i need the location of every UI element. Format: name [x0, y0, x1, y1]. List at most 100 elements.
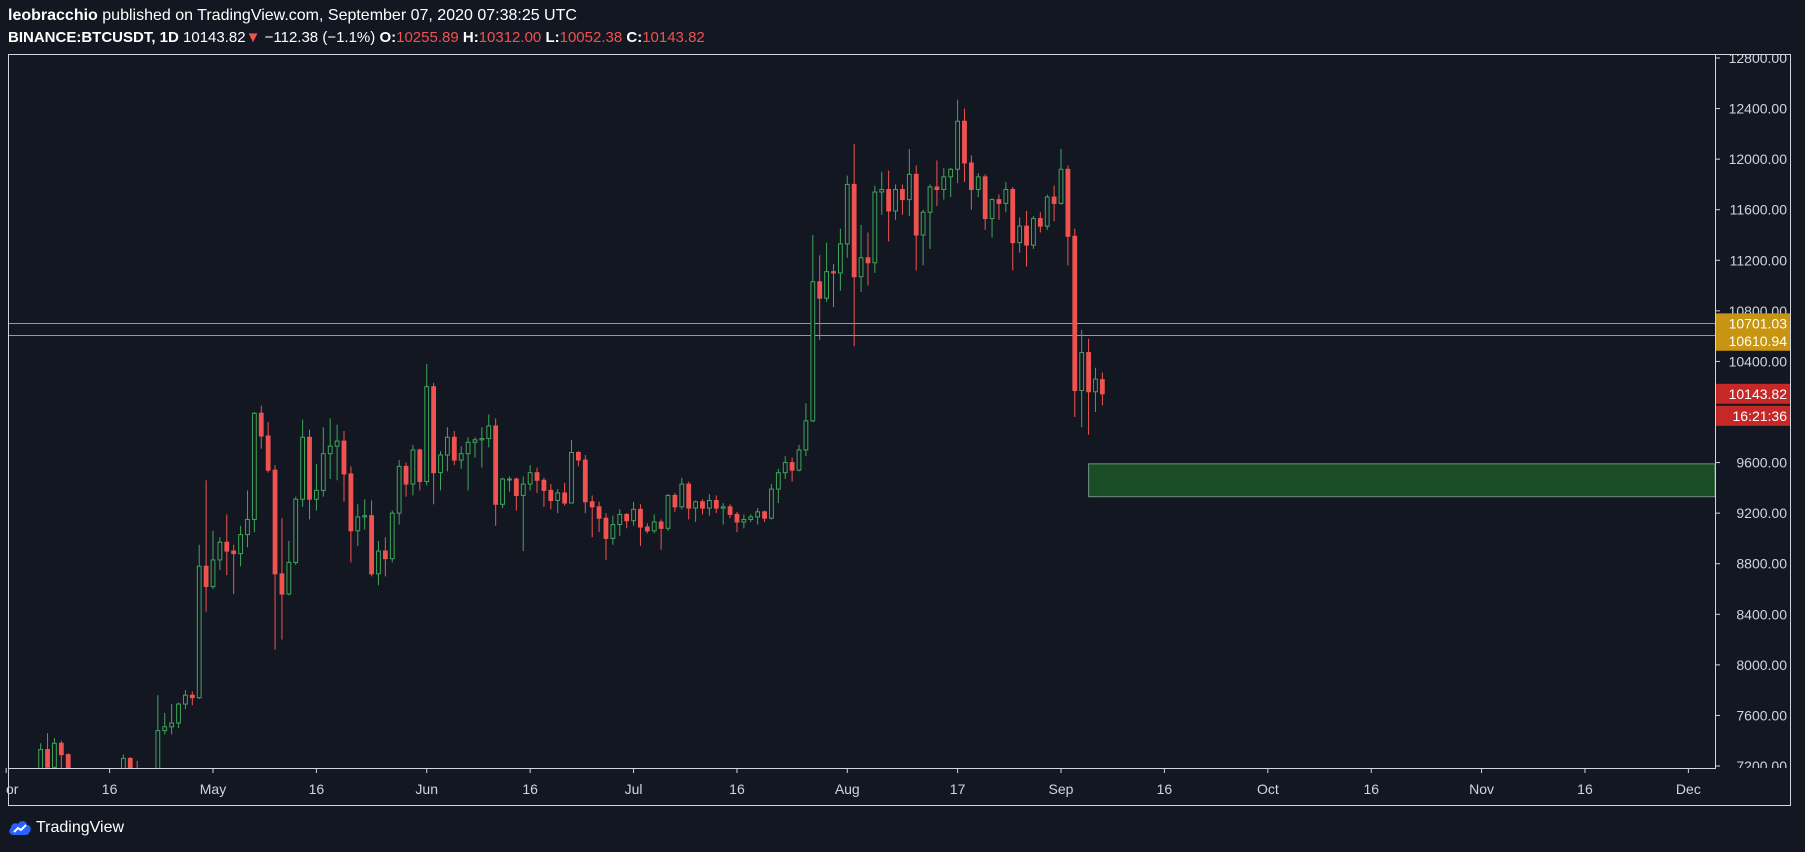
candle-down: [341, 430, 347, 502]
candle-down: [900, 184, 905, 215]
last-price-tag: 10143.82: [1716, 383, 1790, 404]
candle-down: [672, 492, 678, 512]
last-price-tag-bg: [1716, 383, 1790, 404]
time-tick-label: 17: [950, 781, 966, 797]
time-tick-label: 16: [729, 781, 745, 797]
candle-body: [837, 243, 843, 274]
candle-down: [913, 165, 919, 271]
candle-body: [810, 281, 816, 422]
candle-body: [831, 271, 836, 274]
candle-up: [169, 704, 175, 735]
candle-up: [1058, 149, 1064, 205]
candle-body: [948, 168, 954, 178]
brand-name: TradingView: [36, 819, 125, 836]
candle-up: [906, 149, 912, 217]
candle-body: [451, 436, 457, 461]
candle-body: [989, 199, 995, 220]
candle-body: [251, 412, 257, 520]
candle-up: [810, 235, 816, 423]
price-tick-label: 9200.00: [1736, 505, 1787, 521]
candle-body: [879, 188, 885, 193]
candle-up: [782, 456, 788, 480]
candle-body: [582, 459, 588, 503]
candle-down: [817, 255, 823, 340]
time-axis[interactable]: or 16 May 16 Jun 16 Jul 16 Aug 17 Sep 16 Oct 16 Nov 16 D…: [5, 768, 1701, 797]
candle-up: [507, 476, 512, 492]
tradingview-logo[interactable]: TradingView: [8, 816, 124, 840]
time-tick-label: 16: [1363, 781, 1379, 797]
candle-down: [727, 504, 733, 519]
author-name[interactable]: leobracchio: [8, 7, 98, 24]
publish-info: leobracchio published on TradingView.com…: [8, 6, 1798, 26]
low-label: L:: [545, 29, 560, 46]
candle-body: [258, 412, 264, 437]
candle-body: [886, 188, 892, 212]
candle-up: [555, 489, 561, 514]
candle-up: [651, 514, 657, 534]
candle-body: [176, 703, 181, 724]
candle-body: [610, 524, 616, 539]
candle-body: [734, 513, 740, 523]
candle-down: [369, 500, 374, 577]
candle-up: [1079, 329, 1085, 428]
candle-down: [1099, 372, 1105, 406]
candle-body: [748, 516, 754, 520]
close-value: 10143.82: [642, 29, 705, 46]
candle-body: [500, 478, 505, 505]
candle-up: [1031, 216, 1036, 249]
candle-body: [686, 483, 692, 509]
candle-up: [893, 184, 898, 220]
candle-down: [996, 194, 1002, 220]
candle-body: [149, 775, 153, 809]
candle-body: [120, 757, 126, 768]
candle-up: [796, 444, 802, 472]
candle-down: [1024, 210, 1029, 267]
symbol-interval[interactable]: BINANCE:BTCUSDT, 1D: [8, 29, 179, 46]
candle-body: [555, 492, 561, 501]
price-axis[interactable]: 12800.00 12400.00 12000.00 11600.00 11200.00…: [1715, 50, 1787, 774]
candle-up: [334, 424, 340, 481]
price-tick-label: 12000.00: [1729, 151, 1788, 167]
price-tick-label: 7600.00: [1736, 707, 1787, 723]
candle-down: [58, 740, 64, 768]
candle-body: [962, 120, 967, 164]
candle-body: [320, 453, 326, 491]
candle-down: [45, 733, 50, 768]
candle-down: [582, 454, 588, 514]
candle-body: [851, 183, 857, 278]
candle-body: [279, 573, 285, 595]
candle-body: [941, 176, 947, 190]
candle-body: [424, 386, 430, 483]
candle-up: [445, 427, 450, 472]
candle-down: [1010, 186, 1016, 271]
candle-up: [955, 99, 960, 184]
candle-down: [513, 477, 519, 511]
candle-body: [858, 257, 864, 278]
candle-up: [210, 530, 216, 589]
candle-body: [589, 501, 595, 508]
candle-down: [203, 480, 209, 612]
candle-up: [872, 185, 878, 273]
candle-up: [465, 437, 471, 491]
candle-down: [348, 466, 354, 563]
candle-body: [431, 386, 437, 474]
level-tag: 10701.03: [1716, 313, 1790, 334]
candle-up: [155, 695, 161, 768]
candle-down: [658, 519, 664, 550]
candle-down: [224, 514, 230, 576]
candle-up: [38, 743, 44, 768]
candle-body: [975, 176, 981, 190]
time-tick-label: 16: [522, 781, 538, 797]
candle-body: [1072, 235, 1078, 392]
candle-down: [1086, 338, 1091, 435]
candle-body: [155, 730, 161, 768]
candle-down: [886, 170, 892, 242]
candle-body: [872, 191, 878, 264]
candle-body: [1079, 352, 1085, 392]
candle-up: [679, 477, 685, 510]
candle-body: [507, 478, 512, 481]
candle-body: [913, 173, 919, 236]
candle-body: [438, 454, 443, 474]
candle-body: [286, 561, 292, 595]
